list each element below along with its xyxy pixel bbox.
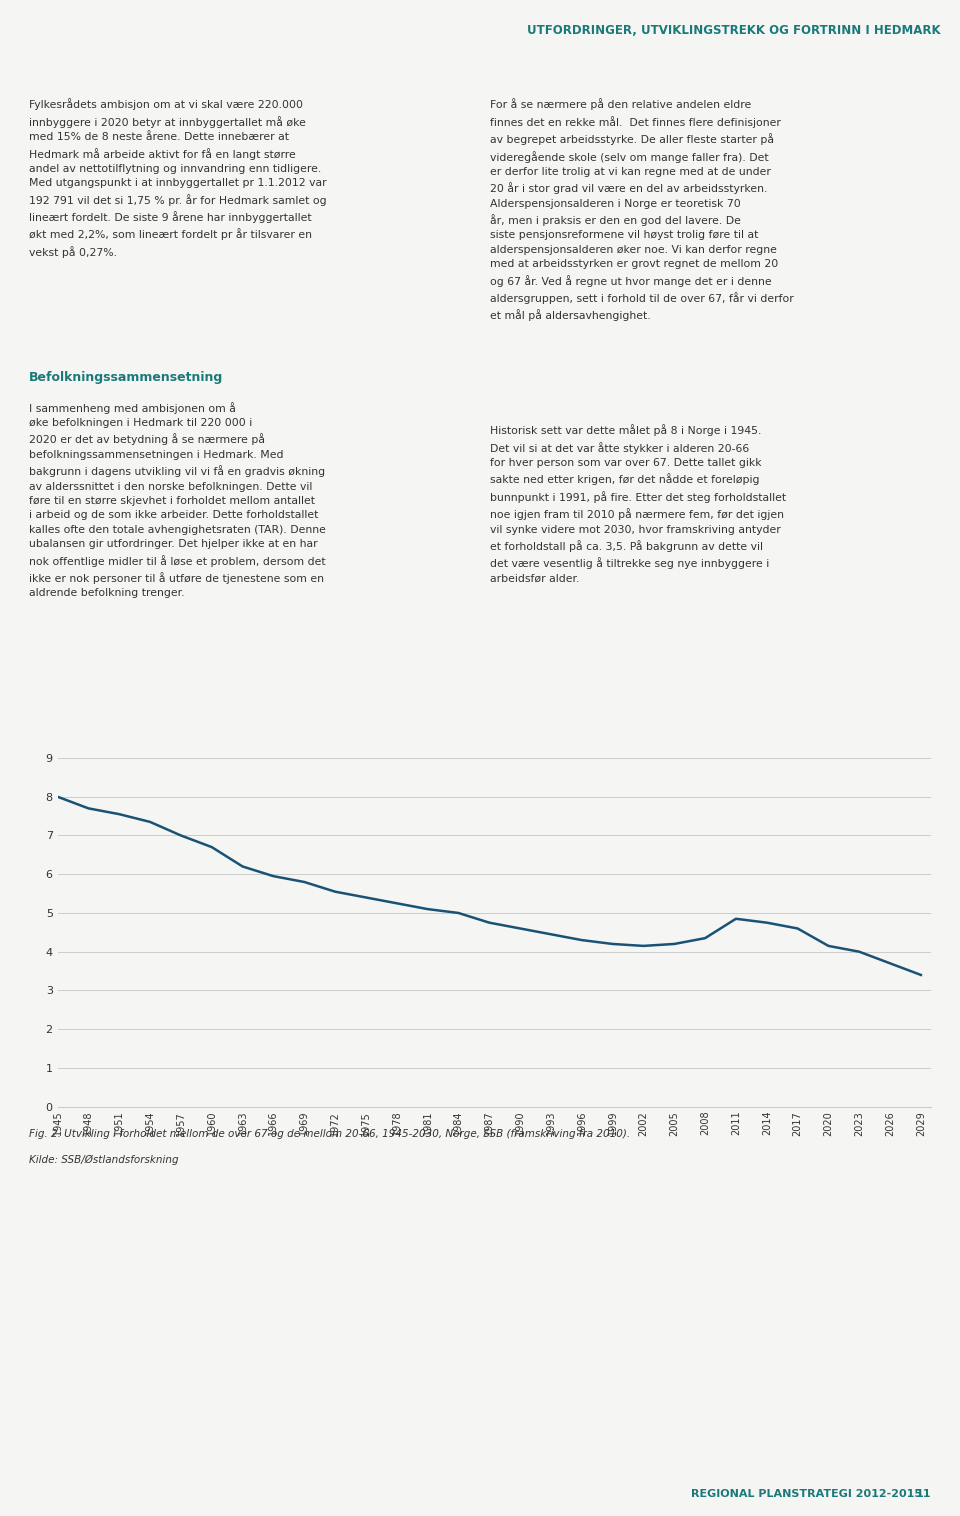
Text: I sammenheng med ambisjonen om å
øke befolkningen i Hedmark til 220 000 i
2020 e: I sammenheng med ambisjonen om å øke bef…	[29, 402, 325, 599]
Text: UTFORDRINGER, UTVIKLINGSTREKK OG FORTRINN I HEDMARK: UTFORDRINGER, UTVIKLINGSTREKK OG FORTRIN…	[527, 24, 941, 38]
Text: 11: 11	[916, 1489, 931, 1499]
Text: REGIONAL PLANSTRATEGI 2012-2015: REGIONAL PLANSTRATEGI 2012-2015	[691, 1489, 923, 1499]
Text: Befolkningssammensetning: Befolkningssammensetning	[29, 371, 223, 385]
Text: Kilde: SSB/Østlandsforskning: Kilde: SSB/Østlandsforskning	[29, 1155, 179, 1166]
Text: Fig. 2. Utvikling i forholdet mellom de over 67 og de mellom 20-66, 1945-2030, N: Fig. 2. Utvikling i forholdet mellom de …	[29, 1129, 630, 1140]
Text: Historisk sett var dette målet på 8 i Norge i 1945.
Det vil si at det var åtte s: Historisk sett var dette målet på 8 i No…	[490, 424, 785, 584]
Text: Fylkesrådets ambisjon om at vi skal være 220.000
innbyggere i 2020 betyr at innb: Fylkesrådets ambisjon om at vi skal være…	[29, 99, 326, 258]
Text: For å se nærmere på den relative andelen eldre
finnes det en rekke mål.  Det fin: For å se nærmere på den relative andelen…	[490, 99, 793, 321]
